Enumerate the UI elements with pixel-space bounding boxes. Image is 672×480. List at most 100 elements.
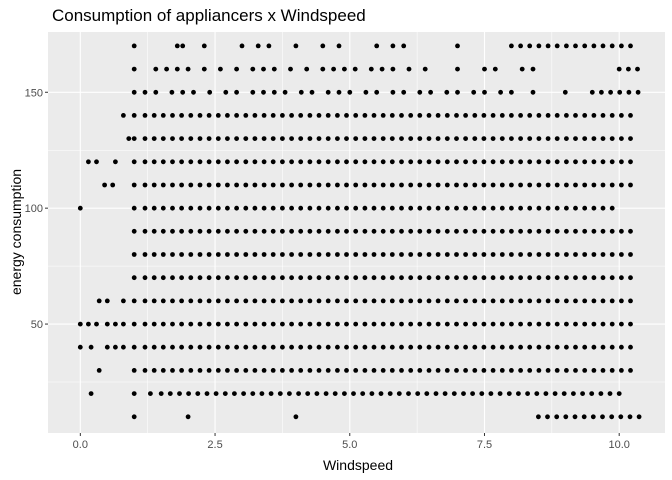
data-point — [516, 391, 521, 396]
data-point — [131, 205, 137, 211]
data-point — [619, 368, 624, 373]
data-point — [554, 368, 560, 373]
data-point — [252, 228, 258, 234]
data-point — [270, 159, 276, 165]
data-point — [250, 391, 256, 396]
data-point — [573, 252, 578, 257]
data-point — [316, 113, 322, 118]
data-point — [96, 368, 102, 373]
data-point — [325, 182, 331, 188]
data-point — [472, 228, 478, 234]
data-point — [408, 275, 414, 281]
data-point — [582, 136, 588, 142]
data-point — [369, 391, 375, 396]
data-point — [121, 298, 126, 304]
data-point — [481, 298, 487, 304]
data-point — [104, 344, 110, 350]
data-point — [316, 136, 322, 142]
data-point — [197, 344, 203, 350]
data-point — [270, 136, 276, 142]
data-point — [463, 113, 468, 118]
data-point — [591, 275, 597, 281]
data-point — [426, 298, 432, 304]
data-point — [545, 321, 551, 327]
data-point — [352, 66, 358, 72]
data-point — [153, 66, 159, 72]
data-point — [598, 391, 604, 396]
data-point — [454, 182, 459, 188]
data-point — [270, 113, 276, 118]
data-point — [536, 368, 542, 373]
data-point — [408, 113, 414, 118]
data-point — [185, 66, 191, 72]
data-point — [454, 275, 459, 281]
data-point — [314, 391, 320, 396]
data-point — [298, 205, 304, 211]
data-point — [435, 136, 441, 142]
data-point — [331, 66, 336, 72]
data-point — [252, 252, 258, 257]
data-point — [289, 113, 294, 118]
data-point — [131, 391, 137, 396]
data-point — [197, 136, 203, 142]
data-point — [525, 391, 530, 396]
data-point — [225, 368, 230, 373]
data-point — [530, 89, 536, 95]
data-point — [94, 321, 99, 327]
data-point — [435, 275, 441, 281]
data-point — [472, 136, 478, 142]
data-point — [380, 113, 386, 118]
data-point — [435, 368, 441, 373]
y-tick-label: 150 — [25, 87, 43, 99]
data-point — [174, 43, 180, 49]
data-point — [316, 205, 322, 211]
data-point — [362, 252, 368, 257]
data-point — [463, 182, 468, 188]
data-point — [536, 205, 542, 211]
data-point — [298, 159, 304, 165]
data-point — [335, 321, 340, 327]
data-point — [225, 298, 230, 304]
data-point — [482, 66, 487, 72]
data-point — [562, 89, 568, 95]
data-point — [619, 113, 624, 118]
data-point — [472, 113, 478, 118]
data-point — [509, 182, 514, 188]
data-point — [435, 252, 441, 257]
data-point — [635, 89, 641, 95]
data-point — [113, 159, 118, 165]
data-point — [481, 252, 487, 257]
data-point — [389, 159, 395, 165]
data-point — [479, 391, 485, 396]
data-point — [88, 344, 94, 350]
data-point — [261, 89, 266, 95]
data-point — [142, 159, 148, 165]
data-point — [94, 159, 99, 165]
data-point — [582, 275, 588, 281]
data-point — [591, 205, 597, 211]
data-point — [363, 89, 369, 95]
data-point — [527, 275, 533, 281]
data-point — [371, 136, 377, 142]
data-point — [444, 182, 450, 188]
data-point — [307, 182, 313, 188]
data-point — [131, 66, 137, 72]
data-point — [180, 89, 186, 95]
data-point — [298, 368, 304, 373]
data-point — [243, 113, 249, 118]
data-point — [206, 136, 212, 142]
data-point — [591, 344, 597, 350]
data-point — [490, 344, 496, 350]
data-point — [573, 43, 578, 49]
data-point — [179, 344, 185, 350]
data-point — [554, 205, 560, 211]
data-point — [252, 205, 258, 211]
data-point — [160, 113, 166, 118]
data-point — [582, 43, 588, 49]
data-point — [131, 89, 137, 95]
data-point — [609, 368, 615, 373]
data-point — [197, 368, 203, 373]
data-point — [335, 182, 340, 188]
data-point — [609, 344, 615, 350]
data-point — [77, 205, 83, 211]
